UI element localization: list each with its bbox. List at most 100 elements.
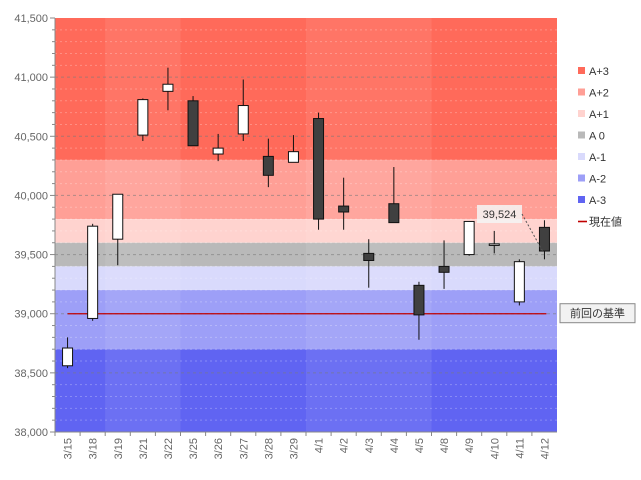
candle-3/28 [262,138,274,188]
candle-3/19 [112,193,124,266]
candle-body [438,265,450,273]
candle-body [62,347,74,367]
legend-item: A-3 [578,195,606,207]
x-tick-label: 4/5 [414,438,426,453]
legend-label: A-1 [589,152,606,164]
candle-body [237,105,249,135]
legend-label: 現在値 [589,216,622,229]
candle-body [513,261,525,303]
legend-swatch [578,131,585,139]
x-tick-label: 4/11 [514,438,526,459]
band-a+1 [55,219,557,243]
legend-swatch [578,67,585,74]
column-shade [55,18,105,432]
column-shade [306,18,432,432]
band-a-2 [55,290,557,350]
callout-value: 39,524 [483,209,517,221]
candle-body [538,226,550,252]
candles [62,67,550,369]
band-a0 [55,242,557,267]
legend-item: A 0 [578,131,605,143]
legend-label: A-3 [589,195,606,207]
baseline-label: 前回の基準 [570,306,625,320]
band-a-1 [55,266,557,291]
candle-4/3 [363,239,375,288]
column-shading [55,18,558,432]
x-tick-label: 4/9 [464,438,476,453]
x-tick-label: 3/26 [213,438,225,459]
x-tick-label: 4/12 [539,438,551,459]
candle-3/29 [287,135,299,163]
x-tick-label: 3/25 [188,438,200,459]
legend-label: A-2 [589,174,606,186]
legend-swatch [578,110,585,117]
x-tick-label: 4/3 [364,438,376,453]
legend-item: A-1 [578,152,606,164]
x-tick-label: 3/18 [88,438,100,459]
candle-body [262,155,274,176]
legend-item: A+3 [578,66,609,78]
y-tick-label: 40,500 [14,131,48,143]
baseline-layer: 前回の基準 [67,303,636,324]
candle-body [87,225,99,319]
legend-label: A 0 [589,131,605,143]
y-tick-label: 41,000 [14,72,48,84]
x-tick-label: 3/29 [288,438,300,459]
legend-item: A+1 [578,109,609,121]
y-tick-label: 38,000 [14,427,48,439]
candle-body [388,203,400,224]
x-tick-label: 4/2 [339,438,351,453]
band-a+3 [55,18,557,160]
legend-swatch [578,196,585,203]
y-axis-ticks: 38,000 38,500 39,000 39,500 40,000 40,500 41,0… [14,13,48,439]
candle-3/18 [87,223,99,321]
range-bands [55,18,557,432]
x-tick-label: 3/21 [138,438,150,459]
x-tick-label: 4/4 [389,438,401,453]
candle-3/22 [162,67,174,111]
candle-4/11 [513,259,525,306]
candle-3/27 [237,79,249,142]
column-shade [432,18,558,432]
x-tick-label: 4/10 [489,438,501,459]
candle-4/1 [313,112,325,230]
band-a-3 [55,349,557,432]
band-a+2 [55,159,557,220]
candle-4/2 [338,177,350,230]
callout-leader [521,213,543,251]
legend-item: A-2 [578,174,606,186]
candle-body [187,100,199,147]
candle-body [212,147,224,155]
legend-label: A+3 [589,66,609,78]
x-tick-label: 3/27 [238,438,250,459]
candle-3/15 [62,337,74,369]
legend-label: A+2 [589,88,609,100]
candle-4/8 [438,240,450,289]
gridlines [55,29,557,421]
candle-4/5 [413,281,425,340]
candle-body [413,284,425,316]
y-tick-label: 41,500 [14,13,48,25]
candle-body [363,252,375,261]
candle-body [463,220,475,256]
y-tick-label: 39,000 [14,309,48,321]
legend-swatch [578,174,585,182]
candle-body [338,205,350,213]
current-value-callout: 39,524 [477,205,543,251]
x-tick-label: 3/19 [113,438,125,459]
legend-item: A+2 [578,88,609,100]
candle-4/9 [463,220,475,256]
candle-3/26 [212,133,224,162]
candle-body [488,243,500,246]
candle-3/21 [137,98,149,142]
legend: A+3 A+2 A+1 A 0 A-1 A-2 A-3 現在値 [578,66,622,229]
y-tick-label: 39,500 [14,250,48,262]
y-tick-label: 40,000 [14,190,48,202]
x-tick-label: 4/1 [314,438,326,453]
candle-body [287,151,299,163]
baseline-label-box [559,303,636,324]
candle-4/4 [388,167,400,224]
legend-swatch [578,153,585,160]
legend-label: A+1 [589,109,609,121]
x-tick-label: 3/22 [163,438,175,459]
